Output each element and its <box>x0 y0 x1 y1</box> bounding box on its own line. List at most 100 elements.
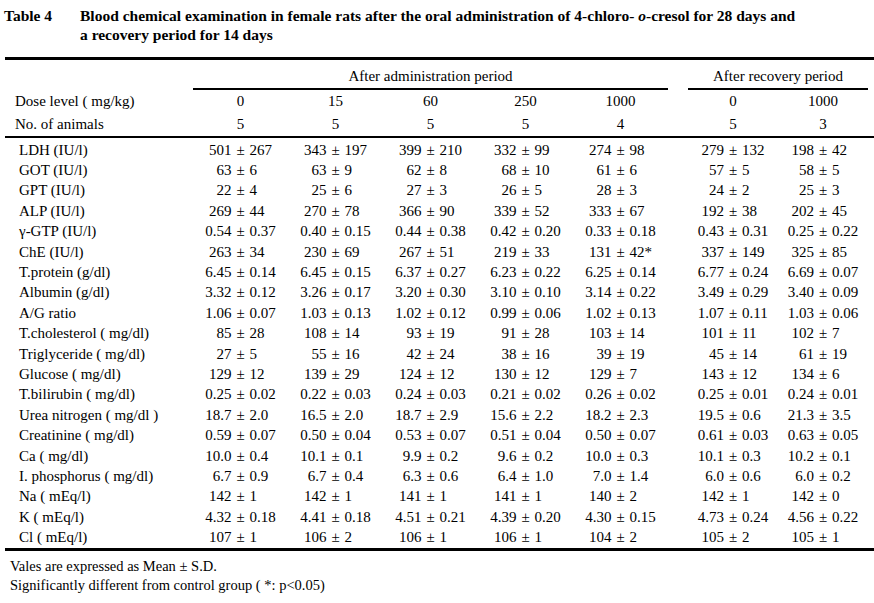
value-cell: 1.03±0.06 <box>778 305 868 322</box>
plus-minus-sign: ± <box>611 223 629 240</box>
mean-value: 142 <box>198 488 231 505</box>
value-cell: 3.40±0.09 <box>778 284 868 301</box>
plus-minus-sign: ± <box>724 223 742 240</box>
sd-value: 0.07 <box>250 427 283 444</box>
caption-pre: Blood chemical examination in female rat… <box>80 7 638 24</box>
row-label: K ( mEq/l) <box>5 509 193 526</box>
value-cell: 61±6 <box>573 162 668 179</box>
value-cell: 198±42 <box>778 142 868 159</box>
mean-value: 61 <box>781 346 814 363</box>
row-label: ChE (IU/l) <box>5 244 193 261</box>
mean-value: 103 <box>578 325 611 342</box>
value-cell: 68±10 <box>478 162 573 179</box>
sd-value: 0.2 <box>440 448 473 465</box>
plus-minus-sign: ± <box>326 305 344 322</box>
plus-minus-sign: ± <box>516 325 534 342</box>
plus-minus-sign: ± <box>421 488 439 505</box>
value-cell: 267±51 <box>383 244 478 261</box>
value-cell: 130±12 <box>478 366 573 383</box>
mean-value: 6.25 <box>578 264 611 281</box>
value-cell: 0.63±0.05 <box>778 427 868 444</box>
plus-minus-sign: ± <box>326 529 344 546</box>
sd-value: 0.07 <box>440 427 473 444</box>
sd-value: 0.2 <box>832 468 865 485</box>
sd-value: 1.0 <box>535 468 568 485</box>
value-cell: 63±9 <box>288 162 383 179</box>
plus-minus-sign: ± <box>326 509 344 526</box>
mean-value: 0.51 <box>483 427 516 444</box>
mean-value: 10.1 <box>691 448 724 465</box>
mean-value: 230 <box>293 244 326 261</box>
plus-minus-sign: ± <box>516 448 534 465</box>
plus-minus-sign: ± <box>516 284 534 301</box>
mean-value: 0.33 <box>578 223 611 240</box>
value-cell: 27±5 <box>193 346 288 363</box>
sd-value: 44 <box>250 203 283 220</box>
mean-value: 6.3 <box>388 468 421 485</box>
mean-value: 16.5 <box>293 407 326 424</box>
mean-value: 4.32 <box>198 509 231 526</box>
mean-value: 6.77 <box>691 264 724 281</box>
sd-value: 2.0 <box>345 407 378 424</box>
sd-value: 0.02 <box>630 386 663 403</box>
value-cell: 501±267 <box>193 142 288 159</box>
table-row: Triglyceride ( mg/dl)27±555±1642±2438±16… <box>5 344 874 364</box>
plus-minus-sign: ± <box>724 244 742 261</box>
sd-value: 0.9 <box>250 468 283 485</box>
value-cell: 19.5±0.6 <box>688 407 778 424</box>
animals-label: No. of animals <box>5 116 193 133</box>
plus-minus-sign: ± <box>326 223 344 240</box>
sd-value: 0.4 <box>250 448 283 465</box>
dose-value: 0 <box>193 93 288 110</box>
sd-value: 0.18 <box>250 509 283 526</box>
value-cell: 6.7±0.9 <box>193 468 288 485</box>
plus-minus-sign: ± <box>231 244 249 261</box>
value-cell: 25±3 <box>778 182 868 199</box>
value-cell: 93±19 <box>383 325 478 342</box>
mean-value: 7.0 <box>578 468 611 485</box>
plus-minus-sign: ± <box>326 366 344 383</box>
plus-minus-sign: ± <box>421 529 439 546</box>
mean-value: 6.7 <box>293 468 326 485</box>
plus-minus-sign: ± <box>724 427 742 444</box>
value-cell: 4.56±0.22 <box>778 509 868 526</box>
mean-value: 140 <box>578 488 611 505</box>
value-cell: 18.7±2.9 <box>383 407 478 424</box>
sd-value: 0.05 <box>832 427 865 444</box>
sd-value: 14 <box>630 325 663 342</box>
plus-minus-sign: ± <box>231 448 249 465</box>
table-row: Cl ( mEq/l)107±1106±2106±1106±1104±2105±… <box>5 527 874 547</box>
sd-value: 0.01 <box>742 386 775 403</box>
table-title-text: Blood chemical examination in female rat… <box>80 6 868 57</box>
row-label: γ-GTP (IU/l) <box>5 223 193 240</box>
value-cell: 58±5 <box>778 162 868 179</box>
sd-value: 0.22 <box>630 284 663 301</box>
plus-minus-sign: ± <box>326 448 344 465</box>
sd-value: 14 <box>742 346 775 363</box>
value-cell: 39±19 <box>573 346 668 363</box>
row-label: GOT (IU/l) <box>5 162 193 179</box>
sd-value: 267 <box>250 142 283 159</box>
mean-value: 3.10 <box>483 284 516 301</box>
value-cell: 6.23±0.22 <box>478 264 573 281</box>
sd-value: 7 <box>832 325 865 342</box>
plus-minus-sign: ± <box>724 509 742 526</box>
plus-minus-sign: ± <box>724 284 742 301</box>
mean-value: 0.25 <box>691 386 724 403</box>
mean-value: 198 <box>781 142 814 159</box>
plus-minus-sign: ± <box>724 203 742 220</box>
sd-value: 16 <box>345 346 378 363</box>
mean-value: 325 <box>781 244 814 261</box>
sd-value: 1 <box>535 488 568 505</box>
sd-value: 0.4 <box>345 468 378 485</box>
sd-value: 3 <box>440 182 473 199</box>
plus-minus-sign: ± <box>611 284 629 301</box>
value-cell: 61±19 <box>778 346 868 363</box>
plus-minus-sign: ± <box>421 162 439 179</box>
sd-value: 0.22 <box>832 223 865 240</box>
mean-value: 0.24 <box>388 386 421 403</box>
mean-value: 129 <box>578 366 611 383</box>
mean-value: 9.9 <box>388 448 421 465</box>
value-cell: 134±6 <box>778 366 868 383</box>
sd-value: 12 <box>535 366 568 383</box>
